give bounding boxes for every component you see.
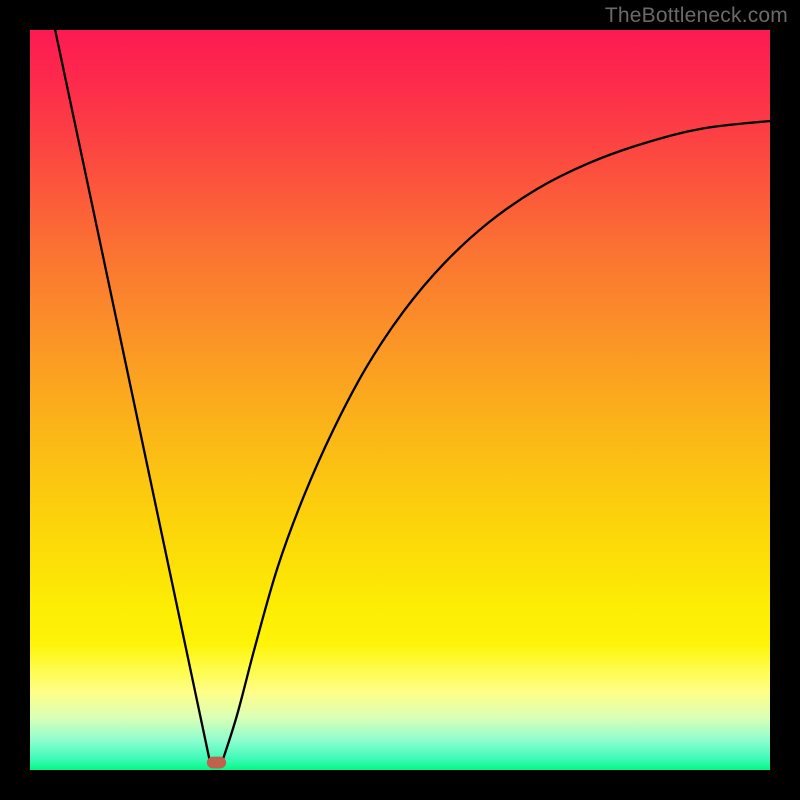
bottleneck-curve bbox=[55, 30, 770, 761]
watermark-text: TheBottleneck.com bbox=[605, 4, 788, 28]
chart-container: TheBottleneck.com bbox=[0, 0, 800, 800]
min-marker bbox=[207, 757, 226, 769]
plot-area bbox=[30, 30, 770, 770]
curve-layer bbox=[30, 30, 770, 770]
